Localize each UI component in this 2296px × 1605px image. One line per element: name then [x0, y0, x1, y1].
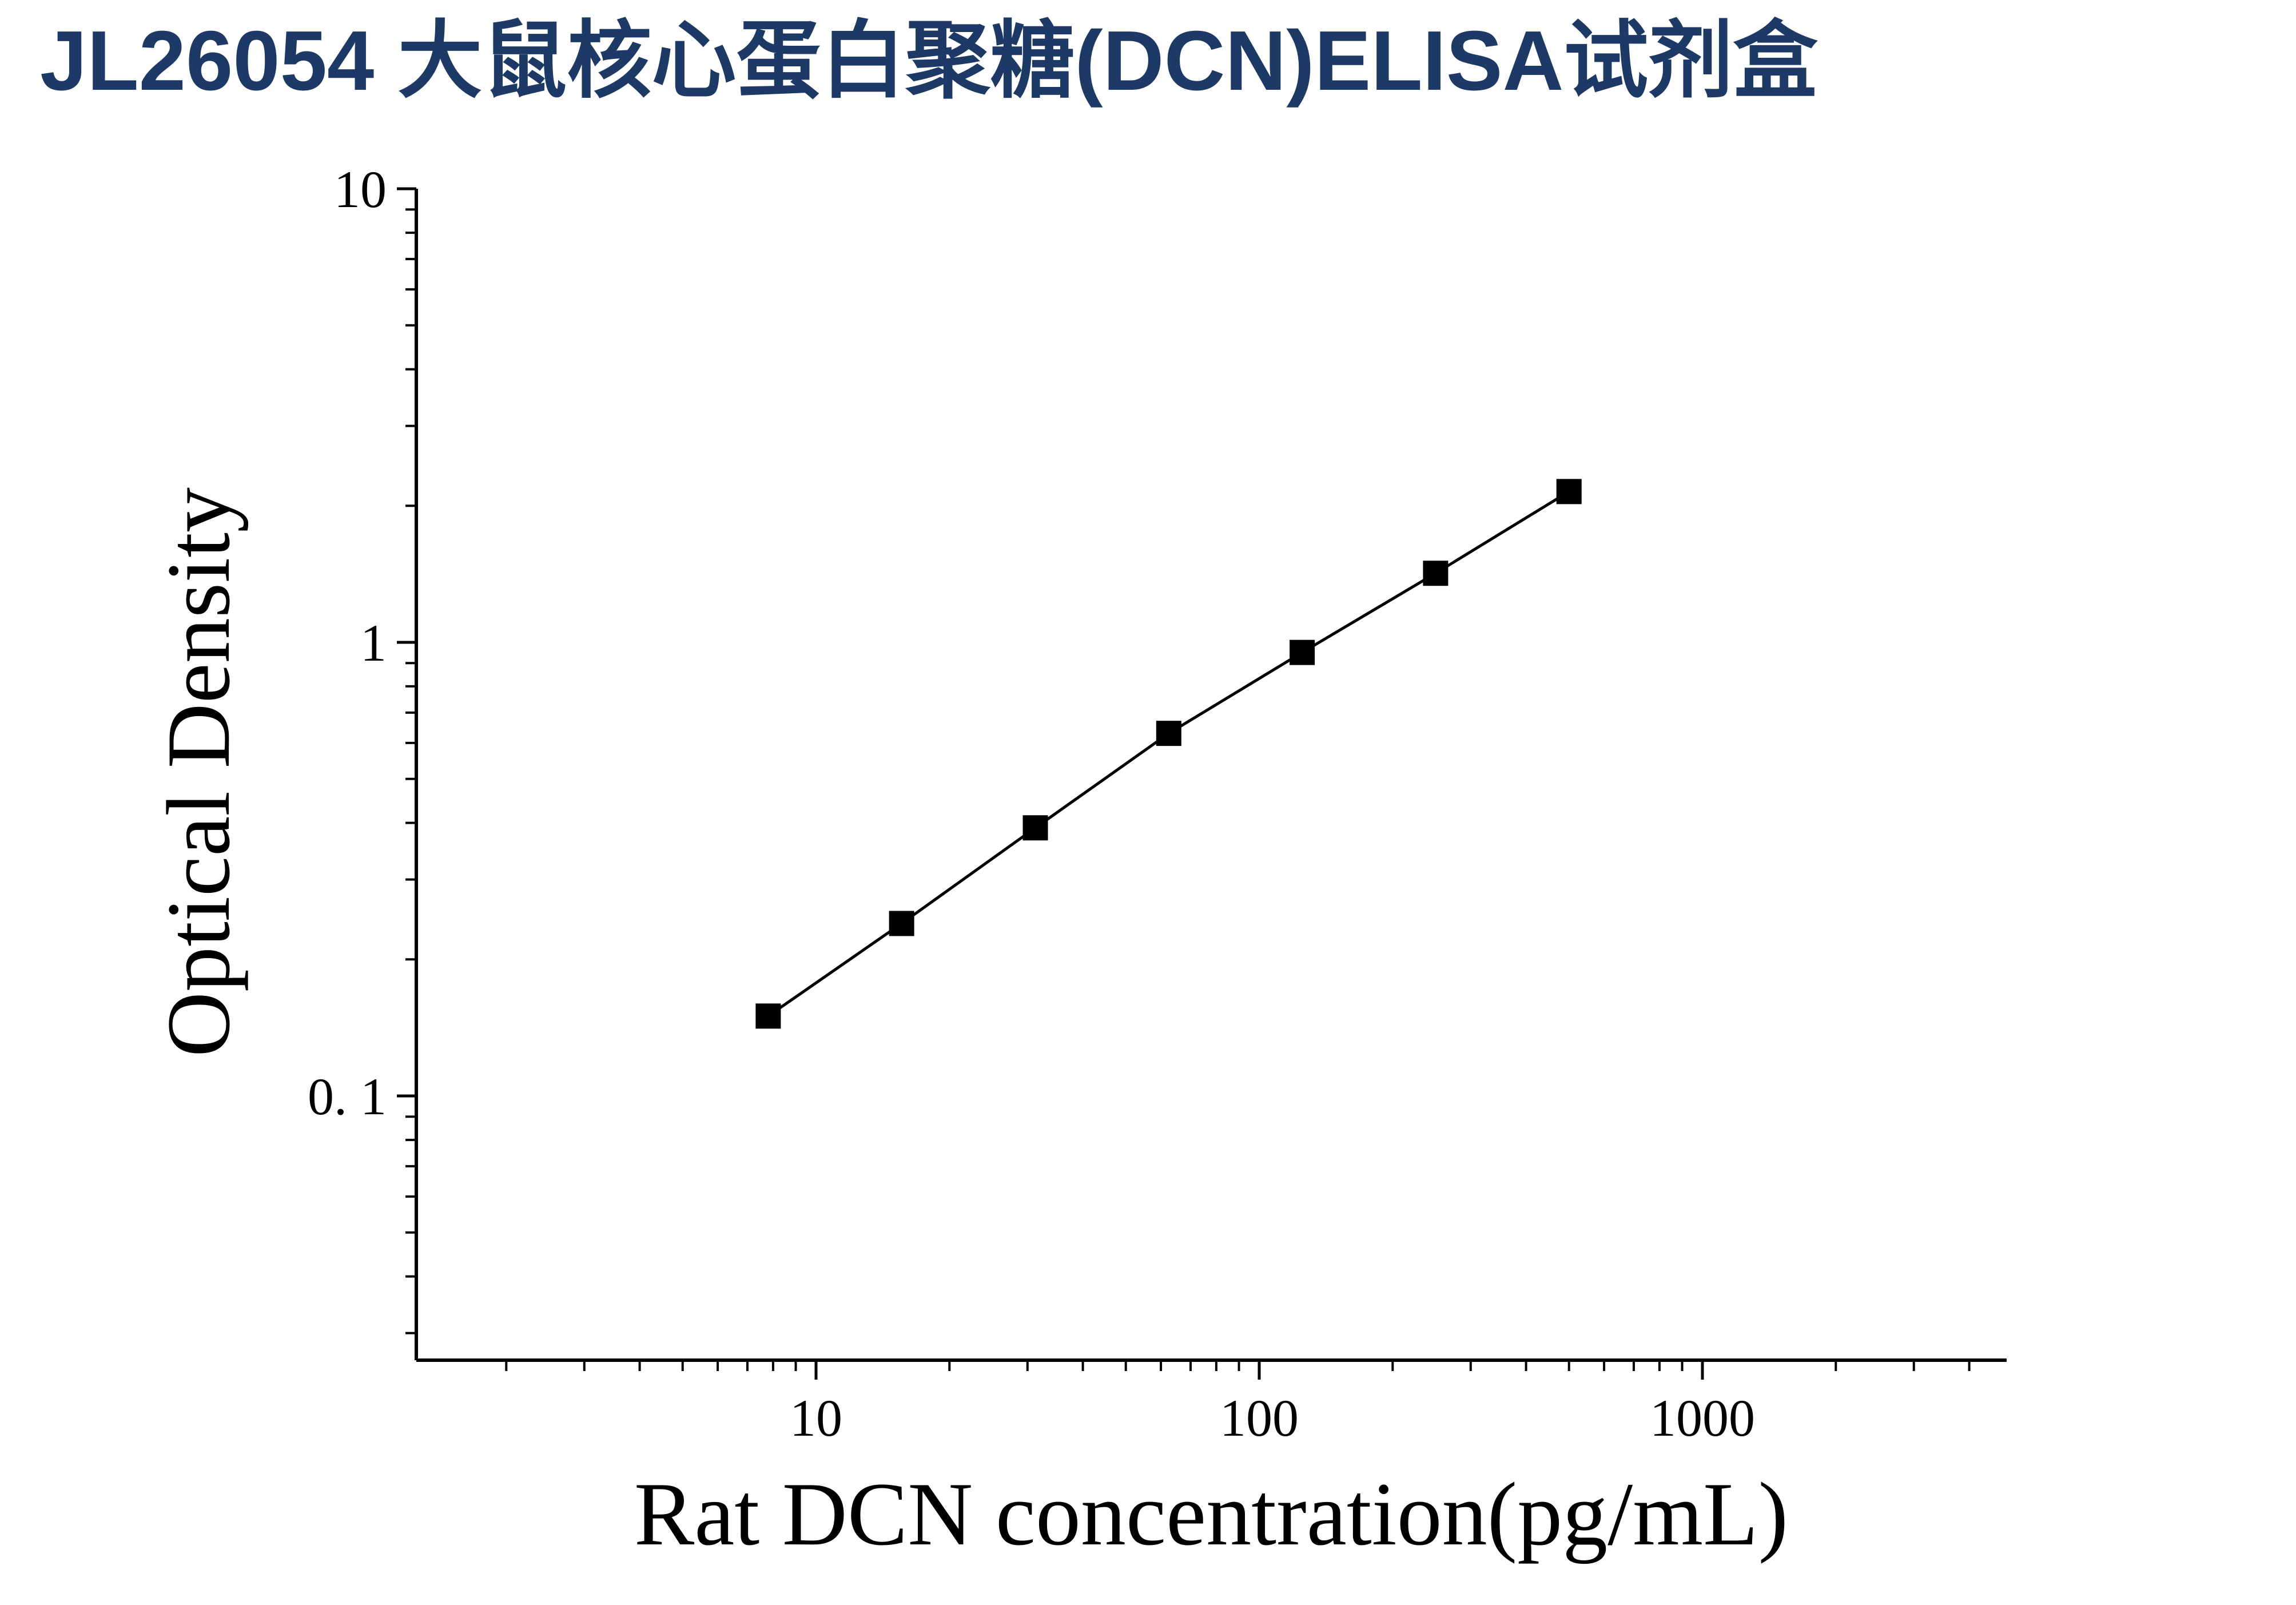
data-point-marker [1290, 639, 1315, 665]
data-point-marker [1022, 815, 1048, 841]
data-point-marker [1156, 721, 1181, 746]
y-tick-label: 0. 1 [308, 1067, 387, 1126]
plot-area: 10 100 1000 0. 1 1 10 [308, 160, 2007, 1447]
data-point-marker [755, 1003, 781, 1029]
data-point-marker [1556, 479, 1582, 504]
x-tick-label: 1000 [1650, 1389, 1755, 1447]
chart-title: JL26054 大鼠核心蛋白聚糖(DCN)ELISA试剂盒 [40, 14, 1818, 108]
y-tick-label: 10 [334, 160, 387, 218]
x-tick-label: 10 [790, 1389, 842, 1447]
x-axis-label: Rat DCN concentration(pg/mL) [634, 1464, 1788, 1564]
standard-curve-line [767, 490, 1570, 1018]
data-point-marker [1423, 561, 1449, 586]
x-tick-label: 100 [1220, 1389, 1299, 1447]
y-axis-label: Optical Density [149, 487, 249, 1057]
y-tick-label: 1 [360, 614, 387, 672]
data-point-marker [889, 911, 914, 936]
